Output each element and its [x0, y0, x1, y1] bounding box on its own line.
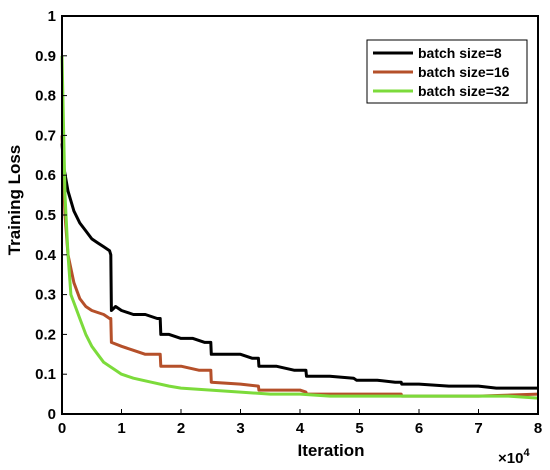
series-line-1: [60, 143, 538, 390]
legend-label-2: batch size=16: [418, 64, 510, 80]
x-tick-label: 8: [534, 420, 542, 437]
y-tick-label: 0.8: [35, 88, 56, 105]
x-multiplier-exp: 4: [523, 447, 530, 459]
ticks-layer: 0 1 2 3 4 5 6 7 8 0 0.1 0.2 0.3 0.4 0.5 0.6 0.7 0.8 0.9 1: [35, 8, 542, 437]
y-tick-label: 0: [48, 406, 56, 423]
y-tick-label: 0.6: [35, 167, 56, 184]
x-tick-label: 0: [58, 420, 66, 437]
legend: batch size=8 batch size=16 batch size=32: [366, 39, 528, 104]
series-layer: [60, 55, 539, 400]
x-multiplier: ×104: [498, 447, 530, 467]
x-tick-label: 1: [117, 420, 125, 437]
legend-label-1: batch size=8: [418, 45, 502, 61]
y-tick-label: 0.5: [35, 207, 56, 224]
y-tick-label: 0.7: [35, 127, 56, 144]
x-tick-label: 5: [355, 420, 363, 437]
y-tick-label: 0.4: [35, 247, 57, 264]
y-tick-label: 0.3: [35, 287, 56, 304]
series-line-2: [60, 135, 539, 398]
y-tick-label: 1: [48, 8, 56, 25]
y-tick-label: 0.1: [35, 366, 56, 383]
y-tick-label: 0.9: [35, 48, 56, 65]
x-tick-label: 7: [474, 420, 482, 437]
x-tick-label: 6: [415, 420, 423, 437]
x-tick-label: 3: [236, 420, 244, 437]
series-line-3: [60, 55, 539, 400]
y-axis-title: Training Loss: [5, 145, 24, 256]
x-tick-label: 4: [296, 420, 305, 437]
y-tick-label: 0.2: [35, 326, 56, 343]
x-axis-title: Iteration: [297, 441, 364, 460]
x-multiplier-base: ×10: [498, 450, 523, 467]
legend-label-3: batch size=32: [418, 83, 510, 99]
x-tick-label: 2: [177, 420, 185, 437]
